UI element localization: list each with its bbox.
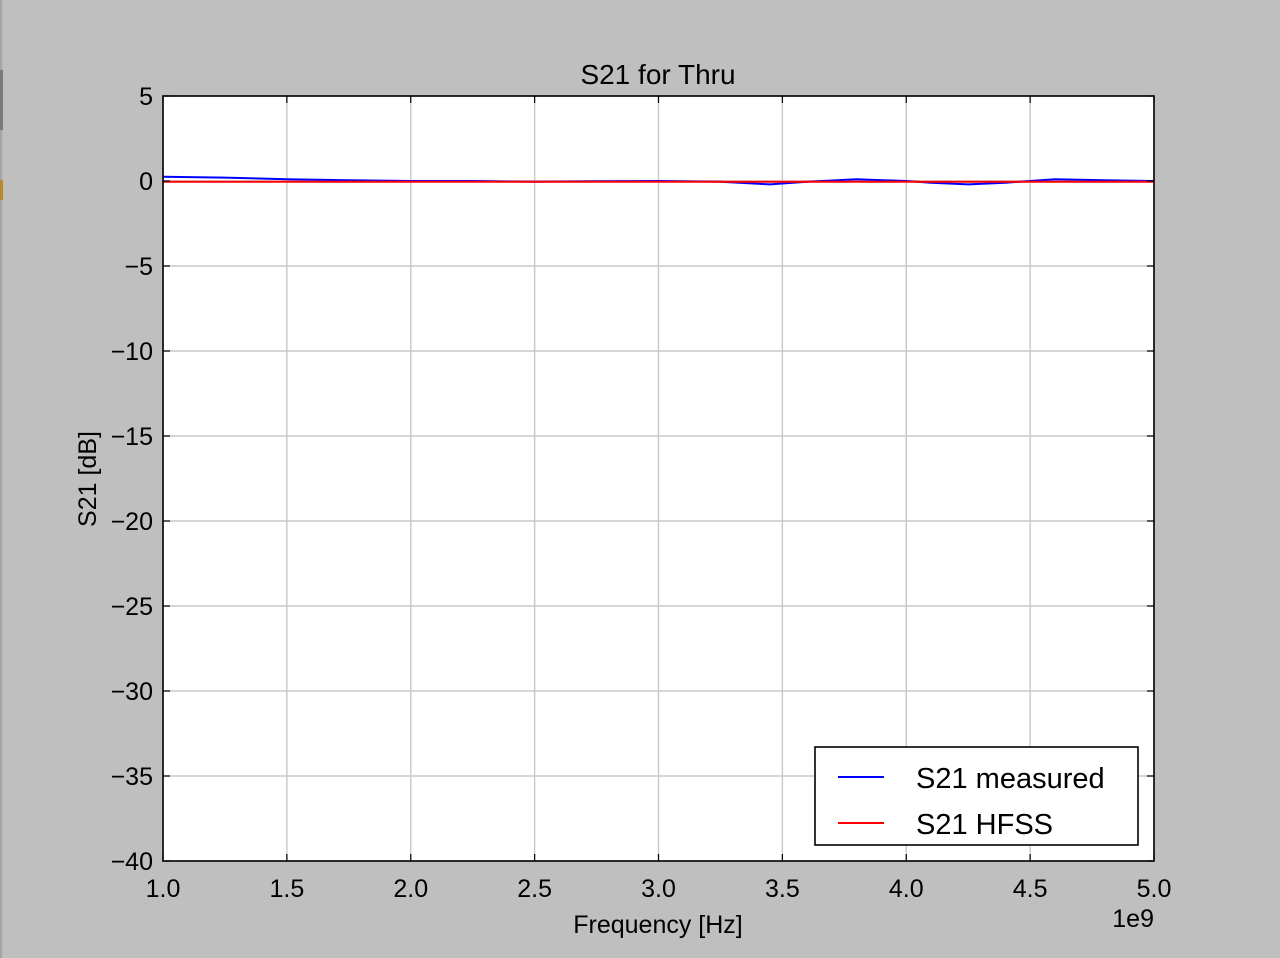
x-tick-label: 1.5 xyxy=(269,875,304,903)
y-tick-label: 5 xyxy=(139,83,153,111)
axis-ticks xyxy=(162,95,1155,862)
edge-accent xyxy=(0,180,3,200)
edge-shadow xyxy=(0,70,3,130)
x-tick-label: 3.0 xyxy=(641,875,676,903)
legend-label-measured: S21 measured xyxy=(916,763,1105,795)
window-left-edge xyxy=(0,0,3,958)
legend-label-hfss: S21 HFSS xyxy=(916,809,1053,841)
x-tick-label: 4.5 xyxy=(1013,875,1048,903)
x-axis-label: Frequency [Hz] xyxy=(573,911,743,939)
y-tick-labels: 5 0 −5 −10 −15 −20 −25 −30 −35 −40 xyxy=(111,83,153,876)
x-tick-label: 3.5 xyxy=(765,875,800,903)
y-tick-label: −30 xyxy=(111,678,153,706)
legend-box xyxy=(814,746,1139,846)
x-tick-label: 5.0 xyxy=(1137,875,1172,903)
x-tick-label: 2.5 xyxy=(517,875,552,903)
chart-title: S21 for Thru xyxy=(580,59,735,90)
y-tick-label: −15 xyxy=(111,423,153,451)
legend: S21 measured S21 HFSS xyxy=(814,746,1139,846)
x-tick-labels: 1.0 1.5 2.0 2.5 3.0 3.5 4.0 4.5 5.0 xyxy=(146,875,1172,903)
series-lines xyxy=(162,175,1155,186)
series-line-measured xyxy=(162,175,1155,186)
y-tick-label: −10 xyxy=(111,338,153,366)
x-axis-offset-label: 1e9 xyxy=(1112,905,1154,933)
x-tick-label: 1.0 xyxy=(146,875,181,903)
y-tick-label: −40 xyxy=(111,848,153,876)
x-tick-label: 2.0 xyxy=(393,875,428,903)
y-tick-label: −35 xyxy=(111,763,153,791)
y-tick-label: −5 xyxy=(124,253,153,281)
x-tick-label: 4.0 xyxy=(889,875,924,903)
y-tick-label: 0 xyxy=(139,168,153,196)
y-tick-label: −20 xyxy=(111,508,153,536)
y-axis-label: S21 [dB] xyxy=(74,431,102,527)
y-tick-label: −25 xyxy=(111,593,153,621)
